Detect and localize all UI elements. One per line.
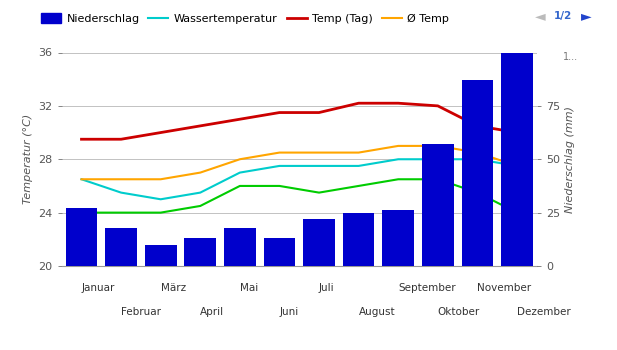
Bar	[343, 212, 375, 266]
Bar	[303, 219, 335, 266]
Text: Juli: Juli	[319, 283, 334, 293]
Text: Dezember: Dezember	[517, 307, 571, 316]
Text: Februar: Februar	[121, 307, 161, 316]
Bar	[65, 208, 97, 266]
Bar	[501, 52, 533, 266]
Bar	[462, 80, 493, 266]
Y-axis label: Niederschlag (mm): Niederschlag (mm)	[566, 106, 576, 213]
Text: November: November	[478, 283, 531, 293]
Y-axis label: Temperatur (°C): Temperatur (°C)	[23, 114, 33, 204]
Text: März: März	[160, 283, 186, 293]
Text: Mai: Mai	[240, 283, 258, 293]
Bar	[383, 210, 414, 266]
Bar	[422, 144, 453, 266]
Text: Januar: Januar	[81, 283, 115, 293]
Text: ►: ►	[581, 9, 592, 23]
Legend: Niederschlag, Wassertemperatur, Temp (Tag), Ø Temp: Niederschlag, Wassertemperatur, Temp (Ta…	[36, 9, 453, 28]
Text: Juni: Juni	[280, 307, 299, 316]
Text: September: September	[398, 283, 456, 293]
Bar	[224, 228, 255, 266]
Text: ◄: ◄	[534, 9, 545, 23]
Text: August: August	[358, 307, 395, 316]
Bar	[145, 245, 176, 266]
Text: 1/2: 1/2	[554, 11, 573, 21]
Text: April: April	[201, 307, 225, 316]
Bar	[263, 238, 296, 266]
Bar	[184, 238, 216, 266]
Text: 1...: 1...	[563, 52, 578, 63]
Text: Oktober: Oktober	[438, 307, 480, 316]
Bar	[106, 228, 137, 266]
